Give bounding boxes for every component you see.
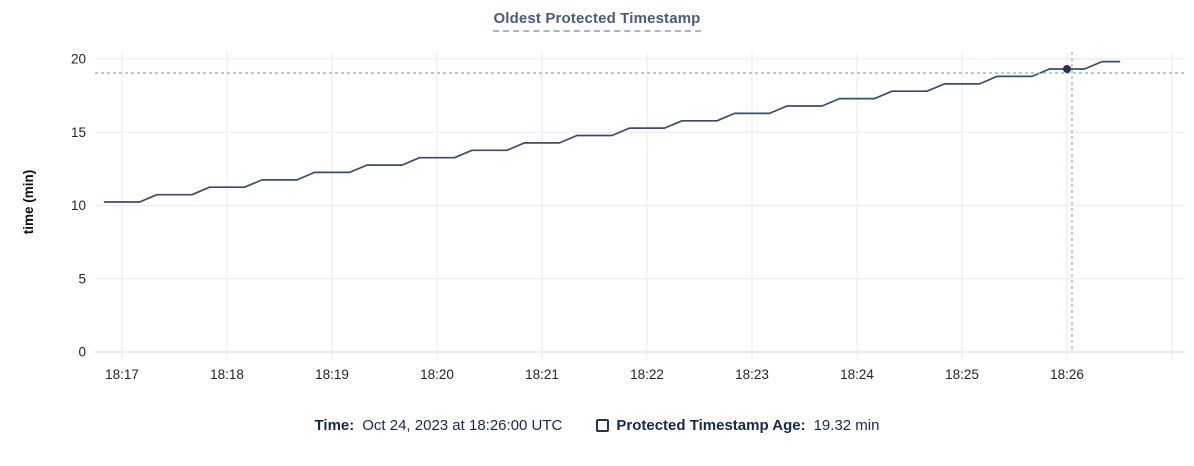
x-tick-label: 18:19: [315, 367, 349, 382]
series-line-protected-timestamp-age: [103, 60, 1121, 203]
legend-series-label: Protected Timestamp Age:: [616, 417, 806, 434]
y-tick-label: 15: [71, 125, 86, 140]
y-tick-label: 10: [71, 198, 86, 213]
chart-header: Oldest Protected Timestamp: [0, 10, 1194, 32]
legend-time: Time: Oct 24, 2023 at 18:26:00 UTC: [315, 417, 563, 434]
x-tick-label: 18:24: [840, 367, 874, 382]
y-tick-label: 20: [71, 52, 86, 67]
chart-footer-legend: Time: Oct 24, 2023 at 18:26:00 UTC Prote…: [0, 417, 1194, 434]
x-tick-label: 18:22: [630, 367, 664, 382]
legend-time-label: Time:: [314, 417, 355, 434]
legend-time-value: Oct 24, 2023 at 18:26:00 UTC: [362, 417, 563, 434]
legend-series-toggle[interactable]: Protected Timestamp Age: 19.32 min: [596, 417, 879, 434]
x-tick-label: 18:20: [420, 367, 454, 382]
x-tick-label: 18:17: [105, 367, 139, 382]
x-tick-label: 18:18: [210, 367, 244, 382]
series-checkbox[interactable]: [596, 419, 610, 432]
x-tick-label: 18:21: [525, 367, 559, 382]
y-axis-title: time (min): [21, 170, 36, 235]
x-tick-label: 18:26: [1050, 367, 1084, 382]
chart-title[interactable]: Oldest Protected Timestamp: [493, 10, 701, 32]
legend-series-value: 19.32 min: [813, 417, 880, 434]
x-tick-label: 18:25: [945, 367, 979, 382]
chart-plot-area[interactable]: 0 5 10 15 20 18:17 18:18 18:19 18:20 18:21 18:22 18…: [0, 0, 1194, 400]
hover-point: [1063, 65, 1071, 73]
x-tick-label: 18:23: [735, 367, 769, 382]
y-tick-label: 0: [78, 345, 86, 360]
y-tick-label: 5: [78, 271, 86, 286]
